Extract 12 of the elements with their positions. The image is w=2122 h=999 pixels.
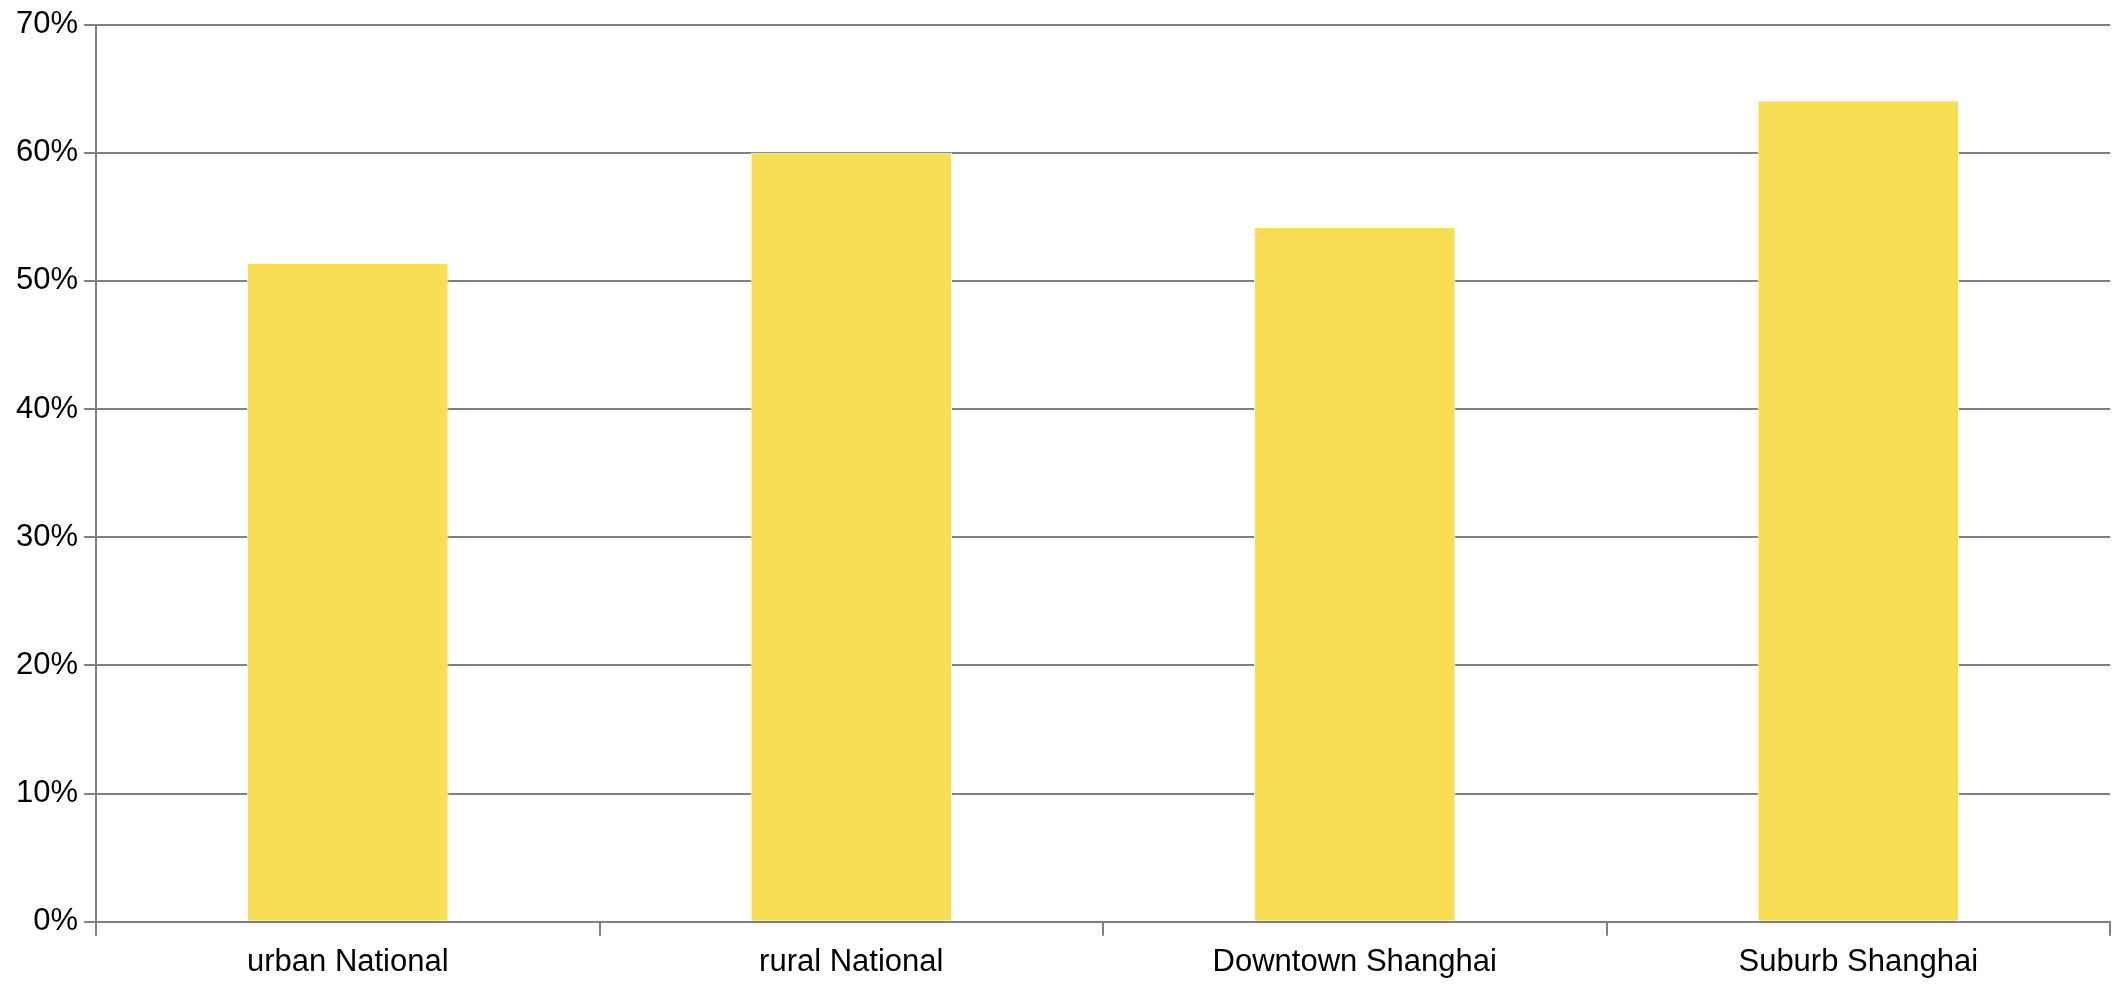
y-tick-label: 70% — [16, 5, 79, 41]
y-tick-label: 30% — [16, 517, 79, 553]
x-tick-label: Downtown Shanghai — [1212, 942, 1497, 978]
x-tick-label: rural National — [759, 942, 944, 978]
y-tick-label: 0% — [33, 902, 79, 938]
y-tick-label: 10% — [16, 774, 79, 810]
y-tick-label: 60% — [16, 133, 79, 169]
x-tick-label: Suburb Shanghai — [1738, 942, 1979, 978]
y-tick-label: 20% — [16, 646, 79, 681]
y-tick-label: 40% — [16, 389, 79, 425]
x-tick-label: urban National — [246, 942, 449, 978]
y-tick-label: 50% — [16, 261, 79, 297]
